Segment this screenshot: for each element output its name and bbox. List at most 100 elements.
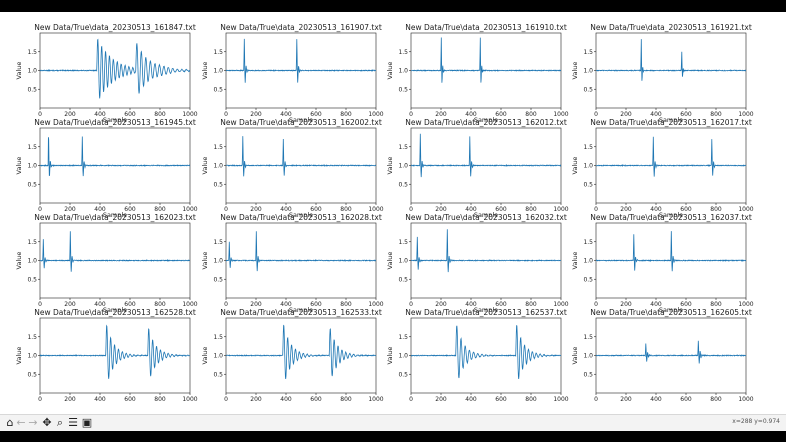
y-axis-label: Value bbox=[201, 347, 209, 365]
y-tick-label: 0.5 bbox=[398, 181, 408, 188]
y-axis-label: Value bbox=[15, 347, 23, 365]
x-tick-label: 200 bbox=[620, 301, 632, 308]
x-tick-label: 200 bbox=[620, 396, 632, 402]
x-tick-label: 800 bbox=[154, 396, 166, 402]
x-tick-label: 200 bbox=[250, 206, 262, 213]
x-tick-label: 1000 bbox=[182, 396, 197, 402]
x-tick-label: 0 bbox=[594, 206, 598, 213]
figure-canvas: New Data/True\data_20230513_161847.txt 0 2… bbox=[15, 23, 754, 402]
x-tick-label: 400 bbox=[650, 301, 662, 308]
subplot-12: New Data/True\data_20230513_162037.txt 0 2… bbox=[571, 213, 754, 314]
y-axis-label: Value bbox=[201, 252, 209, 270]
figure-window: New Data/True\data_20230513_161847.txt 0 2… bbox=[0, 12, 786, 431]
pan-button[interactable]: ✥ bbox=[40, 416, 54, 430]
subplot-1: New Data/True\data_20230513_161847.txt 0 2… bbox=[15, 23, 198, 124]
x-tick-label: 400 bbox=[280, 396, 292, 402]
navigation-toolbar: x=288 y=0.974 ⌂ ← → ✥ ⌕ ☰ ▣ bbox=[0, 414, 786, 431]
x-tick-label: 1000 bbox=[738, 206, 753, 213]
series-line bbox=[226, 324, 376, 380]
y-tick-label: 0.5 bbox=[398, 86, 408, 93]
series-line bbox=[596, 231, 746, 272]
y-tick-label: 0.5 bbox=[583, 86, 593, 93]
x-tick-label: 0 bbox=[224, 396, 228, 402]
x-tick-label: 0 bbox=[594, 396, 598, 402]
y-tick-label: 0.5 bbox=[583, 276, 593, 283]
x-tick-label: 200 bbox=[250, 111, 262, 118]
series-line bbox=[596, 39, 746, 81]
y-axis-label: Value bbox=[571, 347, 579, 365]
sliders-icon: ☰ bbox=[68, 416, 78, 429]
y-tick-label: 1.5 bbox=[27, 49, 37, 56]
home-button[interactable]: ⌂ bbox=[3, 416, 17, 430]
series-line bbox=[596, 136, 746, 177]
forward-button[interactable]: → bbox=[26, 416, 40, 430]
x-tick-label: 0 bbox=[409, 396, 413, 402]
y-axis-label: Value bbox=[201, 157, 209, 175]
x-axis-label: Sample bbox=[289, 306, 313, 314]
y-axis-label: Value bbox=[571, 157, 579, 175]
subplot-title: New Data/True\data_20230513_162533.txt bbox=[220, 308, 382, 317]
x-tick-label: 800 bbox=[525, 396, 537, 402]
y-axis-label: Value bbox=[571, 252, 579, 270]
subplot-title: New Data/True\data_20230513_161910.txt bbox=[405, 23, 567, 32]
x-tick-label: 0 bbox=[409, 111, 413, 118]
x-tick-label: 600 bbox=[310, 111, 322, 118]
y-axis-label: Value bbox=[386, 347, 394, 365]
x-axis-label: Sample bbox=[474, 211, 498, 219]
arrow-left-icon: ← bbox=[16, 416, 26, 429]
subplot-title: New Data/True\data_20230513_162012.txt bbox=[405, 118, 567, 127]
subplot-15: New Data/True\data_20230513_162537.txt 0 2… bbox=[386, 308, 569, 402]
x-tick-label: 200 bbox=[435, 111, 447, 118]
x-tick-label: 800 bbox=[525, 301, 537, 308]
x-tick-label: 0 bbox=[224, 111, 228, 118]
x-axis-label: Sample bbox=[289, 401, 313, 402]
subplot-title: New Data/True\data_20230513_162032.txt bbox=[405, 213, 567, 222]
y-tick-label: 0.5 bbox=[27, 276, 37, 283]
x-tick-label: 600 bbox=[495, 206, 507, 213]
x-tick-label: 800 bbox=[340, 206, 352, 213]
series-line bbox=[226, 38, 376, 83]
x-tick-label: 600 bbox=[310, 206, 322, 213]
y-tick-label: 1.0 bbox=[213, 68, 223, 75]
home-icon: ⌂ bbox=[6, 416, 14, 429]
x-axis-label: Sample bbox=[659, 401, 683, 402]
configure-subplots-button[interactable]: ☰ bbox=[66, 416, 80, 430]
y-tick-label: 0.5 bbox=[213, 86, 223, 93]
y-tick-label: 1.5 bbox=[583, 49, 593, 56]
subplot-11: New Data/True\data_20230513_162032.txt 0 2… bbox=[386, 213, 569, 314]
subplot-title: New Data/True\data_20230513_162537.txt bbox=[405, 308, 567, 317]
y-tick-label: 1.0 bbox=[27, 68, 37, 75]
zoom-button[interactable]: ⌕ bbox=[53, 416, 67, 430]
x-tick-label: 0 bbox=[38, 111, 42, 118]
x-tick-label: 600 bbox=[495, 396, 507, 402]
x-tick-label: 1000 bbox=[182, 206, 197, 213]
x-tick-label: 400 bbox=[465, 111, 477, 118]
y-tick-label: 1.0 bbox=[213, 258, 223, 265]
x-tick-label: 1000 bbox=[182, 111, 197, 118]
x-axis-label: Sample bbox=[289, 211, 313, 219]
x-tick-label: 200 bbox=[435, 206, 447, 213]
x-axis-label: Sample bbox=[474, 306, 498, 314]
y-tick-label: 0.5 bbox=[398, 276, 408, 283]
x-tick-label: 800 bbox=[710, 206, 722, 213]
y-tick-label: 1.0 bbox=[398, 68, 408, 75]
x-tick-label: 800 bbox=[340, 111, 352, 118]
x-tick-label: 1000 bbox=[553, 396, 568, 402]
y-tick-label: 0.5 bbox=[213, 181, 223, 188]
save-button[interactable]: ▣ bbox=[80, 416, 94, 430]
x-tick-label: 800 bbox=[710, 111, 722, 118]
x-tick-label: 200 bbox=[64, 396, 76, 402]
y-tick-label: 1.5 bbox=[583, 239, 593, 246]
y-axis-label: Value bbox=[201, 62, 209, 80]
subplot-14: New Data/True\data_20230513_162533.txt 0 2… bbox=[201, 308, 384, 402]
subplot-title: New Data/True\data_20230513_161847.txt bbox=[34, 23, 196, 32]
x-tick-label: 600 bbox=[680, 396, 692, 402]
y-tick-label: 1.0 bbox=[27, 353, 37, 360]
subplot-title: New Data/True\data_20230513_162605.txt bbox=[590, 308, 752, 317]
x-tick-label: 0 bbox=[224, 301, 228, 308]
x-tick-label: 1000 bbox=[553, 301, 568, 308]
subplot-6: New Data/True\data_20230513_162002.txt 0 2… bbox=[201, 118, 384, 219]
y-tick-label: 1.5 bbox=[213, 144, 223, 151]
x-tick-label: 0 bbox=[224, 206, 228, 213]
back-button[interactable]: ← bbox=[14, 416, 28, 430]
